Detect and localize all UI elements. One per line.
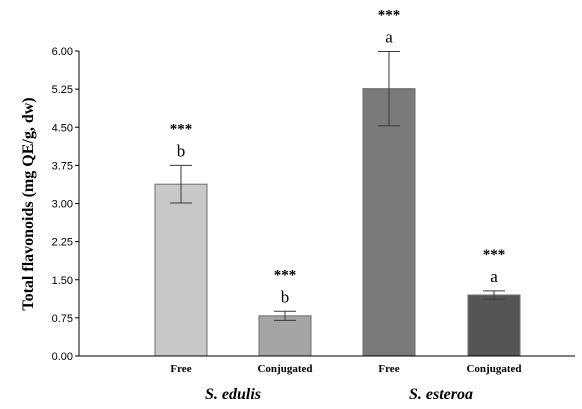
y-tick-label: 5.25 (52, 84, 73, 96)
significance-letter: b (177, 141, 186, 160)
significance-stars: *** (274, 267, 297, 283)
y-tick-label: 1.50 (52, 275, 73, 287)
significance-letter: b (281, 287, 290, 306)
x-axis: Free Conjugated Free Conjugated S. edulis S. … (79, 355, 575, 403)
bars: b *** b *** a *** a *** (154, 8, 521, 357)
y-tick-label: 3.00 (52, 199, 73, 211)
significance-letter: a (490, 267, 498, 286)
x-category-label: Free (170, 363, 191, 375)
bar (258, 315, 312, 357)
significance-stars: *** (483, 247, 506, 263)
x-category-label: Conjugated (257, 363, 312, 375)
x-category-label: Free (378, 363, 399, 375)
y-tick-label: 6.00 (52, 46, 73, 58)
y-tick-label: 0.75 (52, 313, 73, 325)
bar (467, 294, 521, 357)
bar (362, 88, 416, 357)
x-group-label: S. esteroa (409, 386, 473, 403)
y-tick-label: 2.25 (52, 237, 73, 249)
significance-stars: *** (170, 121, 193, 137)
y-tick-label: 0.00 (52, 351, 73, 363)
y-tick-label: 4.50 (52, 122, 73, 134)
x-group-label: S. edulis (205, 386, 261, 403)
y-tick-label: 3.75 (52, 160, 73, 172)
bar (154, 183, 208, 357)
x-category-label: Conjugated (466, 363, 521, 375)
y-axis: 0.00 0.75 1.50 2.25 3.00 3.75 4.50 5.25 6.00 (52, 46, 80, 363)
y-axis-label: Total flavonoids (mg QE/g, dw) (20, 97, 37, 310)
significance-stars: *** (378, 8, 401, 24)
significance-letter: a (385, 28, 393, 47)
